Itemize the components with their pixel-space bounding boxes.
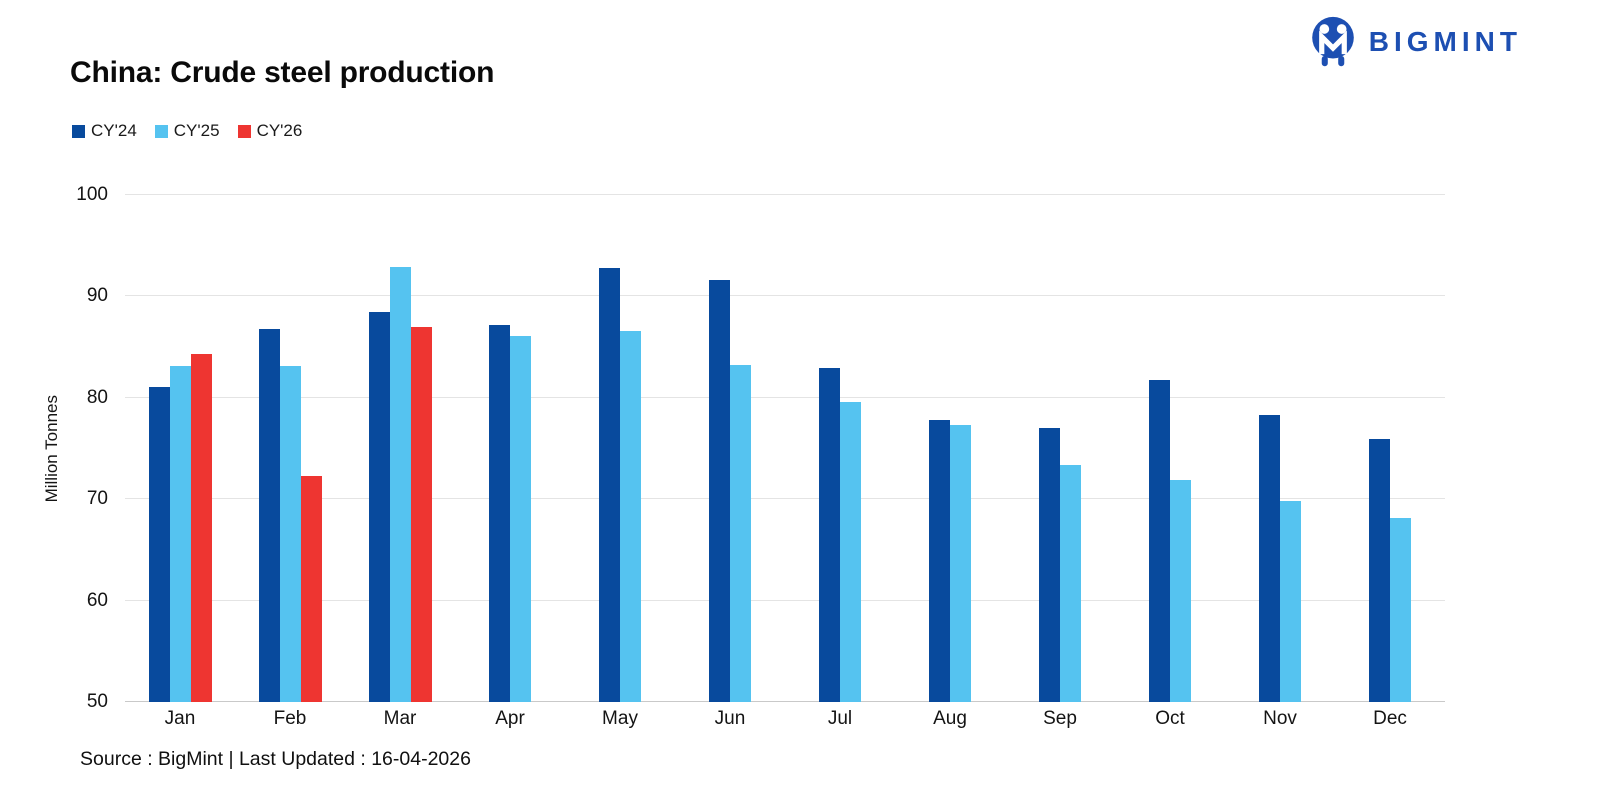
bar-cy24-jun xyxy=(709,280,730,702)
legend-item-cy26: CY'26 xyxy=(237,121,303,141)
x-axis-label-oct: Oct xyxy=(1155,708,1185,729)
gridline-80 xyxy=(125,396,1445,398)
legend-label-cy26: CY'26 xyxy=(256,121,303,140)
gridline-100 xyxy=(125,194,1445,195)
y-tick-label-90: 90 xyxy=(86,285,108,307)
y-axis-title: Million Tonnes xyxy=(40,195,64,702)
legend-swatch-cy25 xyxy=(154,124,168,138)
y-tick-label-80: 80 xyxy=(86,386,108,408)
bar-cy24-may xyxy=(599,268,620,702)
gridline-60 xyxy=(125,599,1445,601)
page-title: China: Crude steel production xyxy=(70,56,495,89)
gridline-90 xyxy=(125,295,1445,297)
bar-cy24-mar xyxy=(368,311,390,702)
bar-cy24-nov xyxy=(1259,415,1280,702)
bigmint-logo-icon xyxy=(1307,14,1359,70)
gridline-70 xyxy=(125,498,1445,500)
x-axis-label-jan: Jan xyxy=(164,708,196,729)
bar-cy24-dec xyxy=(1369,439,1390,702)
bar-cy26-feb xyxy=(300,475,322,702)
y-tick-label-100: 100 xyxy=(76,184,108,205)
y-tick-label-60: 60 xyxy=(86,589,108,611)
x-axis-label-may: May xyxy=(602,708,638,729)
x-axis-label-mar: Mar xyxy=(383,708,417,729)
bar-cy25-dec xyxy=(1390,518,1411,702)
bar-cy25-nov xyxy=(1280,501,1301,702)
x-axis-label-jun: Jun xyxy=(714,708,746,729)
source-footer: Source : BigMint | Last Updated : 16-04-… xyxy=(80,748,471,770)
bar-cy24-apr xyxy=(489,324,510,702)
bar-cy25-sep xyxy=(1060,464,1081,702)
x-axis-labels: Jan Feb Mar Apr May Jun Jul Aug Sep Oct Nov Dec xyxy=(125,708,1445,730)
chart-legend: CY'24 CY'25 CY'26 xyxy=(72,121,302,141)
x-axis-baseline xyxy=(125,701,1445,702)
bar-cy25-aug xyxy=(950,425,971,702)
legend-label-cy25: CY'25 xyxy=(173,121,220,140)
x-axis-label-dec: Dec xyxy=(1373,708,1407,729)
x-axis-label-apr: Apr xyxy=(495,708,525,729)
x-axis-label-sep: Sep xyxy=(1043,708,1077,729)
legend-swatch-cy24 xyxy=(72,124,85,138)
x-axis-label-nov: Nov xyxy=(1263,708,1297,729)
bar-cy24-feb xyxy=(258,328,280,702)
legend-swatch-cy26 xyxy=(237,124,251,138)
bar-cy25-apr xyxy=(510,335,531,702)
bar-cy24-sep xyxy=(1039,428,1060,702)
legend-item-cy25: CY'25 xyxy=(154,121,220,141)
bar-cy25-jan xyxy=(169,366,191,702)
y-axis-title-text: Million Tonnes xyxy=(42,394,61,503)
bar-cy26-jan xyxy=(190,354,212,702)
y-tick-label-50: 50 xyxy=(86,691,108,712)
legend-label-cy24: CY'24 xyxy=(91,121,137,140)
bar-cy25-feb xyxy=(279,366,301,702)
bar-cy25-jul xyxy=(840,401,861,702)
x-axis-label-feb: Feb xyxy=(273,708,307,729)
x-axis-label-aug: Aug xyxy=(933,708,967,729)
bar-cy24-jan xyxy=(148,386,170,702)
bar-cy24-jul xyxy=(819,368,840,702)
bigmint-logo-text: BIGMINT xyxy=(1368,26,1522,57)
legend-item-cy24: CY'24 xyxy=(72,121,137,141)
bar-cy24-oct xyxy=(1149,379,1170,702)
bar-cy26-mar xyxy=(410,326,432,702)
x-axis-label-jul: Jul xyxy=(827,708,853,729)
bar-cy24-aug xyxy=(929,420,950,702)
bigmint-logo: BIGMINT xyxy=(1307,14,1522,70)
bar-cy25-mar xyxy=(389,267,411,702)
bar-chart-plot-area: 100 90 80 70 60 50 xyxy=(76,184,1445,712)
bar-cy25-jun xyxy=(730,365,751,702)
y-tick-label-70: 70 xyxy=(86,488,108,510)
bar-cy25-may xyxy=(620,330,641,702)
bar-cy25-oct xyxy=(1170,479,1191,702)
